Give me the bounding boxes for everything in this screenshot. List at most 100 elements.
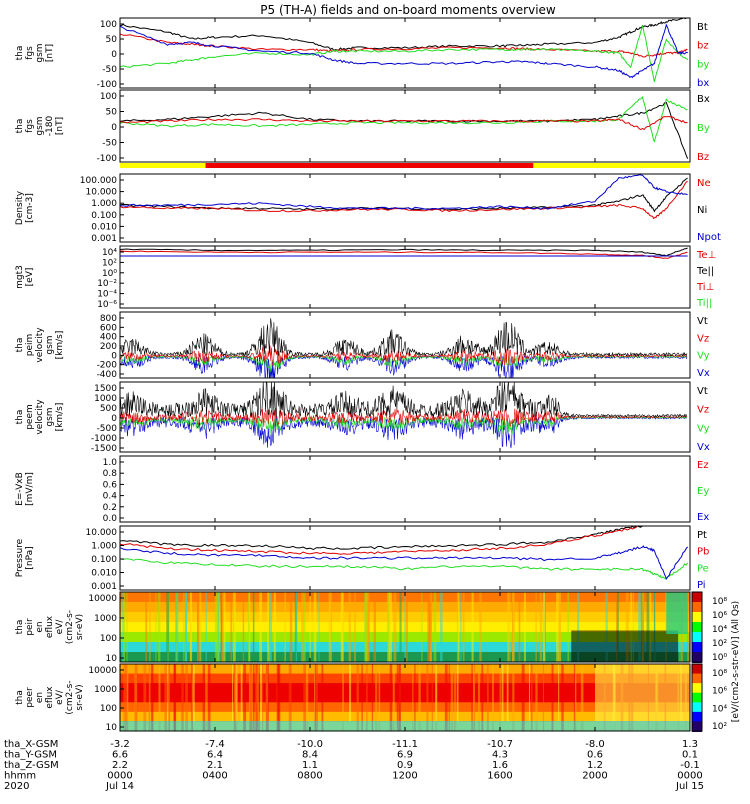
- heatmap-texture: [248, 592, 250, 662]
- velocity-trace-black: [120, 318, 688, 358]
- heatmap-texture: [486, 664, 489, 731]
- y-tick-label: 0: [111, 123, 117, 133]
- heatmap-texture: [528, 664, 531, 731]
- heatmap-texture: [218, 592, 221, 662]
- legend-entry-Ey: Ey: [697, 486, 709, 497]
- heatmap-texture: [273, 592, 276, 662]
- x-axis-value: -0.1: [680, 760, 700, 771]
- heatmap-texture: [393, 592, 397, 662]
- heatmap-texture: [398, 664, 401, 731]
- heatmap-texture: [471, 592, 474, 662]
- legend-entry-Bx: Bx: [697, 94, 710, 105]
- heatmap-texture: [509, 592, 511, 662]
- heatmap-texture: [318, 592, 320, 662]
- heatmap-texture: [356, 664, 360, 731]
- heatmap-texture: [427, 592, 430, 662]
- panel-fgs_gse-plot-area: [120, 95, 689, 159]
- heatmap-texture: [315, 664, 318, 731]
- legend-entry-Npot: Npot: [697, 232, 721, 243]
- velocity-trace-red: [120, 345, 688, 367]
- colorbar-tick-label: 10⁴: [712, 704, 727, 714]
- x-axis-value: -8.0: [585, 739, 605, 750]
- heatmap-texture: [389, 592, 393, 662]
- heatmap-texture: [375, 664, 378, 731]
- colorbar-segment: [692, 602, 702, 613]
- heatmap-texture: [373, 592, 377, 662]
- x-axis-value: 1200: [392, 771, 417, 782]
- heatmap-texture: [544, 592, 547, 662]
- heatmap-texture: [151, 664, 153, 731]
- y-tick-label: 10.000: [86, 188, 118, 198]
- heatmap-texture: [630, 592, 633, 662]
- y-axis-label: en: [35, 692, 45, 703]
- heatmap-texture: [148, 664, 151, 731]
- panel-fgs_gsm: 100 50 0 -50 -100 tha fgs gsm [nT] Bt bz by bx: [15, 17, 709, 90]
- heatmap-texture: [429, 592, 433, 662]
- heatmap-texture: [561, 664, 564, 731]
- colorbar-tick-label: 10⁰: [712, 653, 727, 663]
- colorbar-segment: [692, 632, 702, 643]
- legend-entry-Pe: Pe: [697, 563, 709, 574]
- series-line-bz: [120, 33, 688, 58]
- y-tick-label: 10⁰: [102, 269, 117, 279]
- colorbar-segment: [692, 673, 702, 685]
- heatmap-texture: [202, 664, 205, 731]
- colorbar-frame: [691, 663, 703, 732]
- heatmap-texture: [539, 592, 543, 662]
- legend-entry-by: by: [697, 59, 709, 70]
- y-tick-label: 1500: [94, 384, 117, 394]
- y-tick-label: 100.000: [80, 176, 117, 186]
- heatmap-texture: [158, 592, 161, 662]
- heatmap-texture: [258, 664, 260, 731]
- heatmap-texture: [253, 664, 255, 731]
- legend-entry-By: By: [697, 123, 710, 134]
- colorbar-segment: [692, 721, 702, 732]
- heatmap-texture: [433, 592, 437, 662]
- heatmap-texture: [328, 592, 332, 662]
- heatmap-texture: [435, 664, 437, 731]
- y-tick-label: -100: [97, 154, 118, 164]
- legend-entry-Ex: Ex: [697, 512, 709, 523]
- y-axis-label: (cm2-s-: [65, 610, 75, 644]
- x-axis-row-label: tha_Z-GSM: [4, 760, 59, 771]
- heatmap-texture: [501, 664, 504, 731]
- heatmap-texture: [543, 592, 545, 662]
- heatmap-texture: [412, 664, 414, 731]
- y-tick-label: 10: [106, 723, 118, 733]
- heatmap-texture: [615, 592, 618, 662]
- velocity-trace-black: [120, 382, 688, 418]
- y-tick-label: 200: [100, 342, 117, 352]
- y-tick-label: 0.001: [91, 582, 117, 592]
- heatmap-texture: [301, 592, 304, 662]
- heatmap-texture: [616, 592, 619, 662]
- y-axis-label: [nT]: [55, 117, 65, 135]
- y-axis-label: fgs: [25, 119, 35, 133]
- heatmap-texture: [197, 592, 200, 662]
- heatmap-texture: [512, 592, 514, 662]
- series-line-Ne: [120, 180, 688, 220]
- heatmap-texture: [479, 592, 482, 662]
- y-axis-label: gsm: [45, 335, 55, 354]
- heatmap-texture: [404, 592, 406, 662]
- heatmap-texture: [168, 664, 171, 731]
- y-tick-label: -200: [97, 361, 118, 371]
- y-tick-label: 10000: [88, 666, 117, 676]
- heatmap-texture: [460, 592, 462, 662]
- y-axis-label: (cm2-s-: [65, 680, 75, 714]
- heatmap-texture: [134, 664, 138, 731]
- y-tick-label: 10⁻⁶: [97, 300, 117, 310]
- series-line-Te: [120, 250, 688, 259]
- heatmap-texture: [530, 664, 533, 731]
- heatmap-texture: [265, 664, 269, 731]
- heatmap-texture: [567, 592, 570, 662]
- x-axis-value: 6.4: [207, 750, 223, 761]
- y-axis-label: peer: [25, 687, 35, 708]
- y-axis-label: tha: [15, 620, 25, 635]
- legend-entry-Vx: Vx: [697, 368, 710, 379]
- heatmap-texture: [665, 592, 667, 662]
- series-line-Npot: [120, 174, 688, 210]
- colorbar-frame: [691, 591, 703, 663]
- y-axis-label: gsm: [45, 407, 55, 426]
- heatmap-texture: [366, 664, 368, 731]
- heatmap-texture: [262, 664, 264, 731]
